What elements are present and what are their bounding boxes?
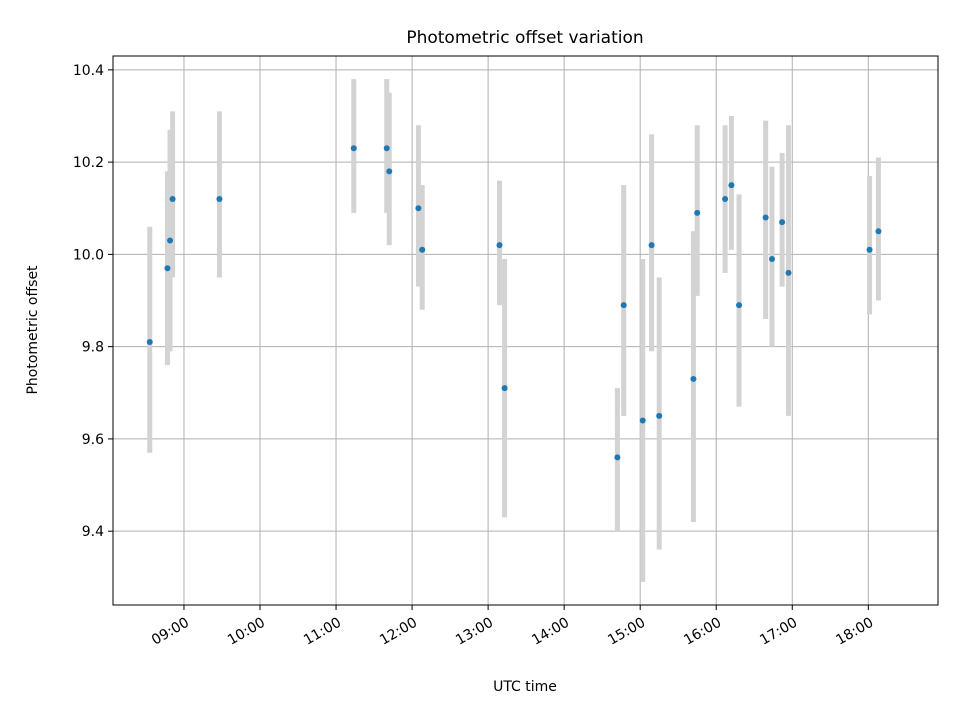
data-point xyxy=(169,196,176,203)
data-point xyxy=(762,214,769,221)
x-tick-label: 09:00 xyxy=(149,615,192,649)
data-point xyxy=(620,302,627,309)
data-point xyxy=(496,242,503,249)
y-tick-label: 9.4 xyxy=(82,524,104,540)
data-point xyxy=(866,246,873,253)
data-point xyxy=(736,302,743,309)
data-point xyxy=(167,237,174,244)
data-point xyxy=(656,412,663,419)
data-point xyxy=(383,145,390,152)
x-tick-label: 10:00 xyxy=(225,615,268,649)
y-tick-label: 10.2 xyxy=(73,155,104,171)
x-tick-label: 17:00 xyxy=(757,615,800,649)
data-point xyxy=(779,219,786,226)
x-axis-label: UTC time xyxy=(493,679,557,695)
data-points xyxy=(146,145,882,461)
data-point xyxy=(722,196,729,203)
chart-title: Photometric offset variation xyxy=(406,28,643,48)
x-tick-label: 13:00 xyxy=(453,615,496,649)
data-point xyxy=(785,269,792,276)
y-axis-ticks: 9.4 9.6 9.8 10.0 10.2 10.4 xyxy=(73,63,113,540)
data-point xyxy=(164,265,171,272)
y-tick-label: 10.0 xyxy=(73,247,104,263)
data-point xyxy=(648,242,655,249)
data-point xyxy=(728,182,735,189)
x-tick-label: 16:00 xyxy=(681,615,724,649)
y-tick-label: 10.4 xyxy=(73,63,104,79)
data-point xyxy=(216,196,223,203)
data-point xyxy=(639,417,646,424)
y-tick-label: 9.8 xyxy=(82,340,104,356)
x-tick-label: 14:00 xyxy=(529,615,572,649)
data-point xyxy=(768,255,775,262)
x-axis-ticks: 09:00 10:00 11:00 12:00 13:00 14:00 15:00 16:00… xyxy=(149,605,876,649)
x-tick-label: 11:00 xyxy=(301,615,344,649)
data-point xyxy=(415,205,422,212)
data-point xyxy=(690,375,697,382)
data-point xyxy=(694,209,701,216)
data-point xyxy=(146,339,153,346)
data-point xyxy=(501,385,508,392)
grid xyxy=(113,56,938,605)
data-point xyxy=(875,228,882,235)
data-point xyxy=(419,246,426,253)
y-axis-label: Photometric offset xyxy=(25,265,41,395)
data-point xyxy=(386,168,393,175)
y-tick-label: 9.6 xyxy=(82,432,104,448)
error-bars xyxy=(147,79,881,582)
data-point xyxy=(350,145,357,152)
x-tick-label: 18:00 xyxy=(833,615,876,649)
x-tick-label: 12:00 xyxy=(377,615,420,649)
plot-frame xyxy=(112,55,939,606)
x-tick-label: 15:00 xyxy=(605,615,648,649)
data-point xyxy=(614,454,621,461)
